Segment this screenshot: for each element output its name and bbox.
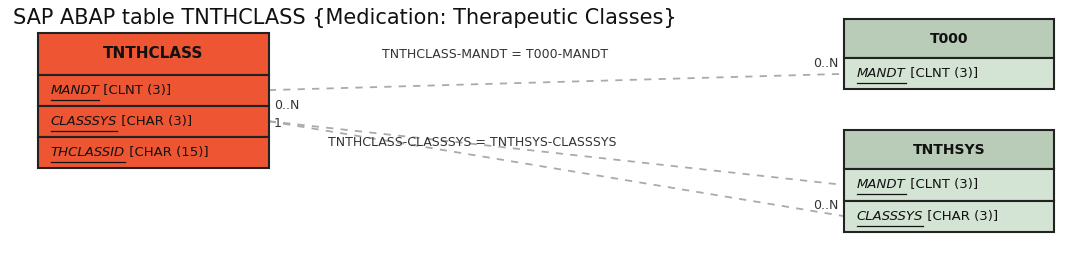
Text: TNTHSYS: TNTHSYS [913,143,985,157]
Text: 1: 1 [274,118,282,130]
Bar [844,58,1054,89]
Text: [CLNT (3)]: [CLNT (3)] [99,84,171,96]
Text: [CHAR (15)]: [CHAR (15)] [125,146,209,159]
Text: [CLNT (3)]: [CLNT (3)] [905,179,977,191]
Bar [844,169,1054,201]
Text: TNTHCLASS: TNTHCLASS [103,46,203,61]
Text: 0..N: 0..N [274,99,300,111]
Bar [844,201,1054,232]
Text: THCLASSID: THCLASSID [51,146,125,159]
Text: 0..N: 0..N [813,199,839,212]
Text: [CLNT (3)]: [CLNT (3)] [905,67,977,80]
Text: SAP ABAP table TNTHCLASS {Medication: Therapeutic Classes}: SAP ABAP table TNTHCLASS {Medication: Th… [13,8,676,28]
Text: TNTHCLASS-CLASSSYS = TNTHSYS-CLASSSYS: TNTHCLASS-CLASSSYS = TNTHSYS-CLASSSYS [328,136,616,149]
Bar [38,106,269,137]
Text: 0..N: 0..N [813,57,839,69]
Text: [CHAR (3)]: [CHAR (3)] [117,115,192,128]
Bar [38,137,269,168]
Text: [CHAR (3)]: [CHAR (3)] [923,210,999,222]
Text: CLASSSYS: CLASSSYS [51,115,117,128]
Text: MANDT: MANDT [51,84,99,96]
Text: T000: T000 [930,32,968,46]
Bar [38,75,269,106]
Text: TNTHCLASS-MANDT = T000-MANDT: TNTHCLASS-MANDT = T000-MANDT [382,48,607,61]
Text: MANDT: MANDT [857,67,905,80]
Text: MANDT: MANDT [857,179,905,191]
Bar [844,19,1054,58]
Text: CLASSSYS: CLASSSYS [857,210,923,222]
Bar [38,33,269,75]
Bar [844,130,1054,169]
